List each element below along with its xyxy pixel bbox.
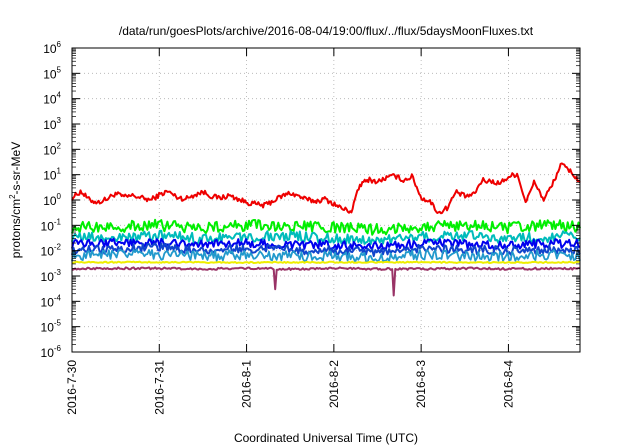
y-axis-label-sup: 2 [8, 194, 17, 199]
y-axis-label-post: -s-sr-MeV [9, 142, 23, 195]
x-axis-label: Coordinated Universal Time (UTC) [234, 431, 418, 445]
y-axis-label-pre: protons/cm [9, 199, 23, 258]
series-line-6 [71, 248, 581, 264]
y-axis: 10-6 10-5 10-4 10-3 10-2 10-1 100 101 102 103 104 1… [41, 40, 580, 360]
y-tick-label: 10-2 [41, 243, 62, 259]
chart-title: /data/run/goesPlots/archive/2016-08-04/1… [119, 24, 534, 38]
y-tick-label: 10-3 [41, 268, 62, 284]
y-tick-label: 102 [43, 141, 61, 157]
series-line-8 [71, 266, 580, 297]
y-axis-label: protons/cm2-s-sr-MeV [8, 142, 23, 258]
x-tick-label: 2016-8-2 [327, 360, 341, 408]
x-tick-label: 2016-7-30 [65, 360, 79, 415]
series-line-2 [71, 218, 581, 236]
y-tick-label: 103 [43, 116, 61, 132]
y-tick-label: 10-5 [41, 319, 62, 335]
y-tick-label: 10-1 [41, 217, 62, 233]
series-layer [71, 162, 581, 297]
x-tick-label: 2016-8-1 [240, 360, 254, 408]
y-tick-label: 100 [43, 192, 61, 208]
x-tick-label: 2016-8-3 [414, 360, 428, 408]
y-tick-label: 10-6 [41, 344, 62, 360]
series-line-7 [71, 260, 581, 265]
y-tick-label: 104 [43, 91, 61, 107]
y-tick-label: 106 [43, 40, 61, 56]
y-tick-label: 101 [43, 167, 61, 183]
x-tick-label: 2016-7-31 [152, 360, 166, 415]
x-axis: 2016-7-30 2016-7-31 2016-8-1 2016-8-2 2016-8… [65, 48, 515, 415]
x-tick-label: 2016-8-4 [501, 360, 515, 408]
y-tick-label: 105 [43, 65, 61, 81]
y-tick-label: 10-4 [41, 293, 62, 309]
grid [72, 48, 580, 352]
series-line-5 [71, 242, 581, 258]
series-line-1 [71, 162, 581, 215]
